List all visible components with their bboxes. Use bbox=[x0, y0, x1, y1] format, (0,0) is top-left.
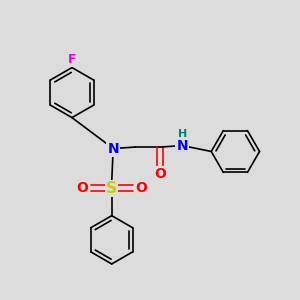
Text: O: O bbox=[154, 167, 166, 182]
Text: N: N bbox=[107, 142, 119, 155]
Text: H: H bbox=[178, 129, 187, 140]
Text: S: S bbox=[106, 181, 117, 196]
Text: O: O bbox=[76, 181, 88, 195]
Text: N: N bbox=[177, 139, 188, 153]
Text: O: O bbox=[135, 181, 147, 195]
Text: F: F bbox=[68, 53, 76, 66]
